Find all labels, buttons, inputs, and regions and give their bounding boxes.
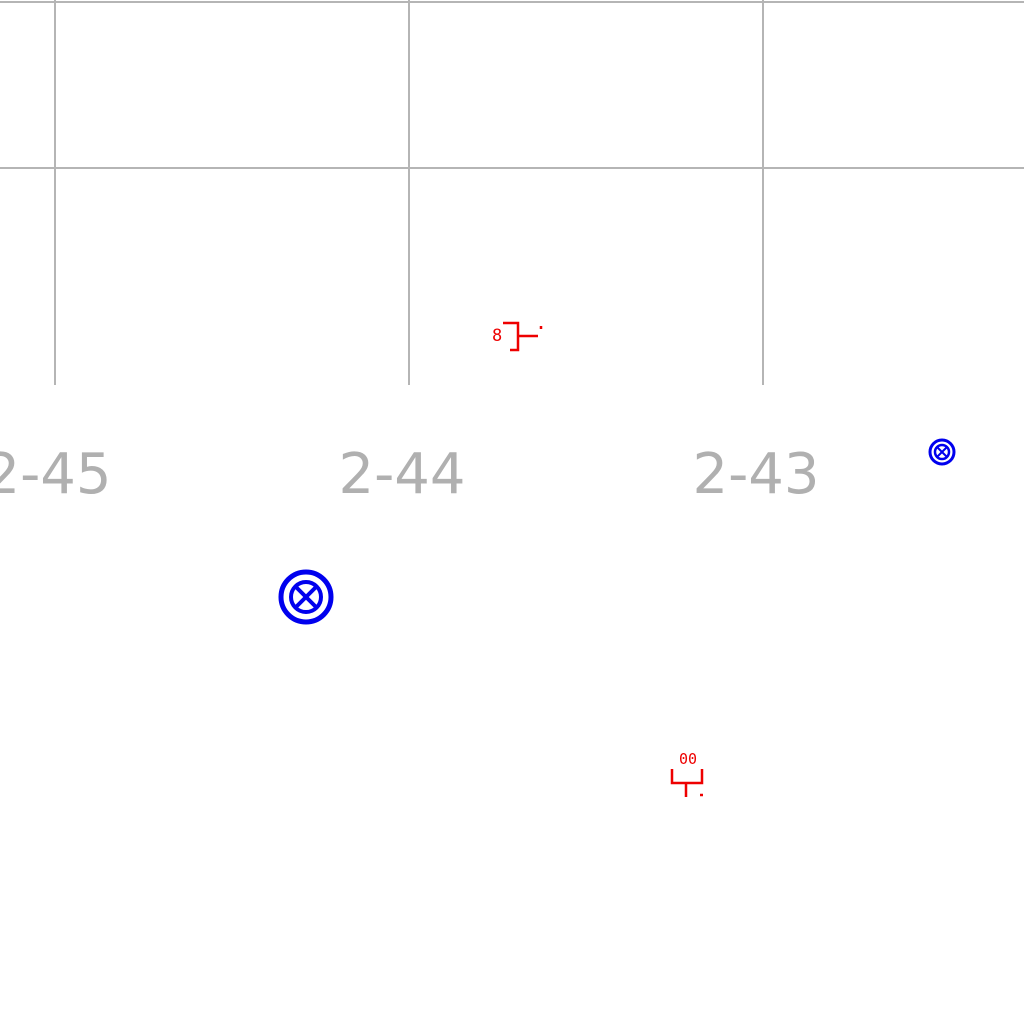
sensor-glyph-upper-text: 8	[492, 326, 502, 346]
grid-labels: 2-45 2-44 2-43	[0, 442, 820, 507]
fork-icon	[670, 769, 704, 797]
crossed-circle-small-icon[interactable]	[928, 438, 956, 466]
grid-label-2-43: 2-43	[692, 442, 819, 507]
bracket-icon	[503, 321, 543, 352]
grid-label-2-45: 2-45	[0, 442, 112, 507]
crossed-circle-large-icon[interactable]	[278, 569, 334, 625]
sensor-glyph-upper-icon[interactable]: 8	[492, 321, 543, 352]
grid-lines	[0, 0, 1024, 385]
sensor-glyph-lower-text: 00	[679, 750, 697, 768]
sensor-glyph-lower-icon[interactable]: 00	[670, 750, 704, 797]
grid-label-2-44: 2-44	[338, 442, 465, 507]
